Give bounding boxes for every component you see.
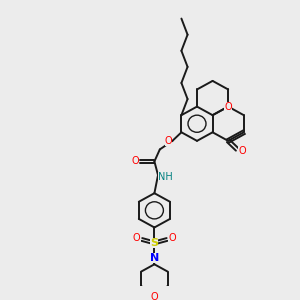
- Text: N: N: [150, 253, 159, 263]
- Text: NH: NH: [158, 172, 172, 182]
- Text: S: S: [150, 238, 158, 248]
- Text: O: O: [165, 136, 172, 146]
- Text: O: O: [151, 292, 158, 300]
- Text: O: O: [133, 232, 141, 243]
- Text: O: O: [131, 156, 139, 167]
- Text: O: O: [238, 146, 246, 156]
- Text: O: O: [224, 102, 232, 112]
- Text: O: O: [168, 232, 176, 243]
